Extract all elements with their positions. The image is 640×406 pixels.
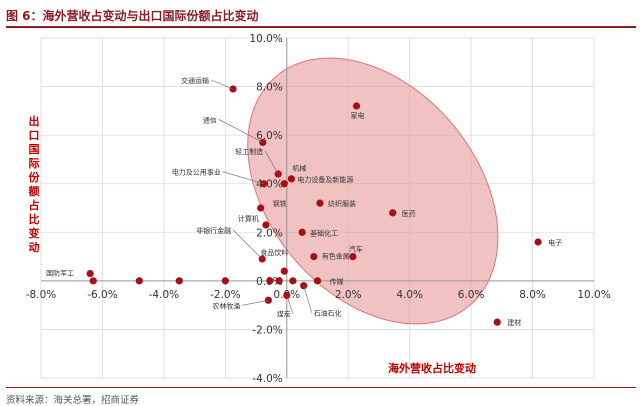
highlight-ellipse xyxy=(247,57,499,325)
y-tick-label: 2.0% xyxy=(256,227,283,239)
x-tick-label: -6.0% xyxy=(87,289,117,301)
leader-line xyxy=(242,299,269,306)
data-point xyxy=(89,277,97,285)
data-point-label: 机械 xyxy=(292,164,306,173)
footer-divider xyxy=(6,387,636,388)
data-point-label: 交通运输 xyxy=(181,76,209,85)
data-point-label: 农林牧渔 xyxy=(212,301,240,310)
data-point-label: 传媒 xyxy=(330,277,344,286)
leader-line xyxy=(286,295,294,314)
data-point xyxy=(316,199,324,207)
data-point xyxy=(349,252,357,261)
data-point-label: 石油石化 xyxy=(314,309,342,318)
figure-title: 图 6：海外营收占变动与出口国际份额占比变动 xyxy=(6,9,259,23)
data-point xyxy=(221,277,229,285)
leader-line xyxy=(218,119,263,143)
data-point xyxy=(298,228,306,236)
data-point xyxy=(257,204,265,212)
x-tick-label: 8.0% xyxy=(519,289,546,301)
source-note: 资料来源：海关总署，招商证券 xyxy=(6,395,140,406)
data-point-label: 电力及公用事业 xyxy=(172,168,221,177)
leader-line xyxy=(232,229,263,260)
leader-line xyxy=(222,171,264,185)
data-point-label: 国防军工 xyxy=(46,269,74,278)
leader-line xyxy=(303,285,312,313)
leader-line xyxy=(264,150,279,175)
y-tick-label: 4.0% xyxy=(256,179,283,191)
data-point xyxy=(493,318,501,326)
data-point xyxy=(313,277,322,285)
x-tick-label: 6.0% xyxy=(458,289,485,301)
data-point xyxy=(534,238,542,246)
x-tick-label: -4.0% xyxy=(149,289,179,301)
x-axis-title: 海外营收占比变动 xyxy=(388,361,476,375)
y-tick-label: -2.0% xyxy=(252,324,282,336)
data-point xyxy=(352,102,361,110)
data-point-label: 汽车 xyxy=(349,245,363,254)
x-tick-label: -8.0% xyxy=(26,289,56,301)
data-point-label: 计算机 xyxy=(238,214,259,223)
data-point-label: 煤炭 xyxy=(277,309,291,318)
data-point xyxy=(86,269,94,278)
data-point xyxy=(310,252,318,261)
data-point xyxy=(289,277,297,285)
x-tick-label: 10.0% xyxy=(577,289,610,301)
y-tick-label: 8.0% xyxy=(256,82,283,94)
data-point-label: 电子 xyxy=(548,238,562,247)
data-point-label: 食品饮料 xyxy=(260,248,288,257)
data-point-label: 医药 xyxy=(402,209,416,218)
data-point xyxy=(280,180,288,188)
data-point xyxy=(262,221,270,229)
data-point xyxy=(280,267,288,275)
data-point xyxy=(135,277,143,285)
data-point-label: 基础化工 xyxy=(310,228,338,237)
data-point-label: 有色金属 xyxy=(322,252,350,261)
data-point xyxy=(266,277,274,285)
data-point xyxy=(287,175,295,183)
data-point-label: 家电 xyxy=(351,111,365,120)
data-point-label: 轻工制造 xyxy=(235,147,263,156)
leader-line xyxy=(210,79,234,90)
header-divider xyxy=(6,26,636,28)
data-point xyxy=(389,209,397,217)
data-point-label: 通信 xyxy=(203,115,217,124)
data-point xyxy=(275,277,283,285)
data-point-label: 电力设备及新能源 xyxy=(297,175,353,184)
x-tick-label: -2.0% xyxy=(210,289,240,301)
y-tick-label: 10.0% xyxy=(249,33,282,45)
data-point-label: 钢铁 xyxy=(273,199,287,208)
x-tick-label: 4.0% xyxy=(396,289,423,301)
data-point-label: 建材 xyxy=(507,318,521,327)
x-tick-label: 2.0% xyxy=(335,289,362,301)
y-tick-label: -4.0% xyxy=(252,373,282,385)
data-point-label: 纺织服装 xyxy=(328,199,356,208)
data-point xyxy=(175,277,183,285)
figure-header: 图 6：海外营收占变动与出口国际份额占比变动 xyxy=(0,0,640,30)
data-point-label: 非银行金融 xyxy=(196,226,231,235)
y-axis-title: 出口国际份额占比变动 xyxy=(29,114,41,254)
